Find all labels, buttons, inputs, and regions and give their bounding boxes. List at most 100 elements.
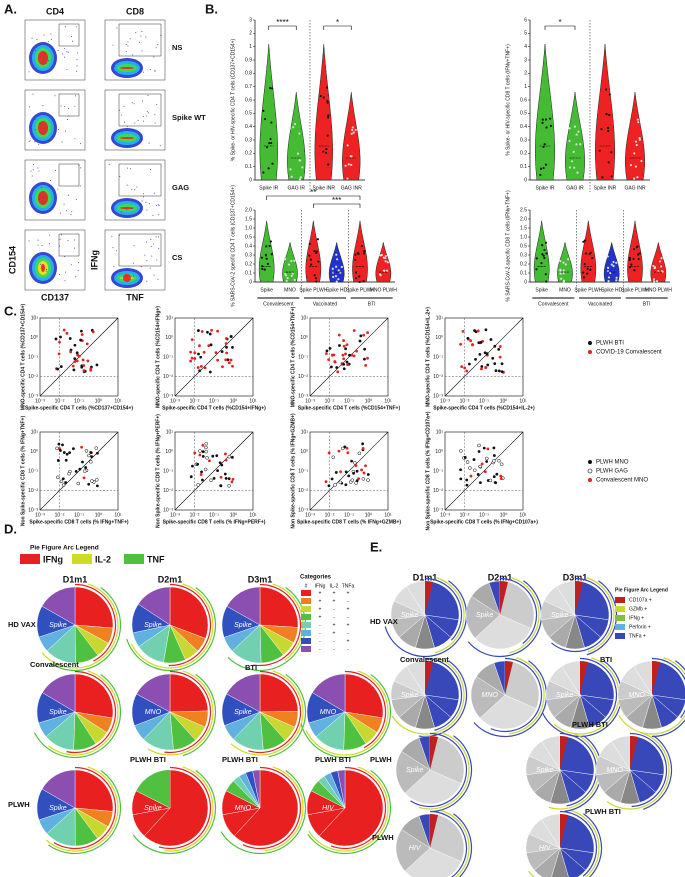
density <box>38 51 48 65</box>
event <box>142 120 144 122</box>
dot <box>610 263 613 266</box>
event <box>64 47 66 49</box>
label: 10¹ <box>436 429 444 435</box>
dot <box>351 126 354 129</box>
pie-arc <box>499 577 538 644</box>
label: 10⁻² <box>460 512 470 518</box>
event <box>31 37 33 39</box>
pie-slice <box>318 769 384 847</box>
dot <box>336 258 339 261</box>
point <box>80 329 83 333</box>
point <box>459 468 463 472</box>
point <box>215 454 219 458</box>
pie-arc <box>242 766 302 850</box>
dot <box>290 274 293 277</box>
point <box>224 337 228 340</box>
label: * <box>336 18 339 27</box>
dot <box>584 252 588 255</box>
event <box>148 142 150 144</box>
event <box>148 203 150 205</box>
label: Spike PLWH <box>574 287 602 293</box>
dot <box>360 244 364 248</box>
label: Non Spike-specific CD8 T cells (% IFNg+G… <box>290 413 296 529</box>
dot <box>562 261 565 264</box>
label: Perforin + <box>629 624 651 630</box>
event <box>50 38 52 40</box>
pie-slice <box>556 580 576 616</box>
point <box>363 347 367 351</box>
dot <box>610 175 613 178</box>
label: HIV <box>322 805 335 812</box>
event <box>134 122 136 124</box>
label: 10⁰ <box>300 335 308 341</box>
event <box>64 256 66 258</box>
pie-slice <box>137 586 171 626</box>
dot <box>541 253 544 256</box>
dot <box>260 256 264 259</box>
label: 2.0 <box>520 216 527 222</box>
point <box>484 366 488 369</box>
event <box>115 250 117 252</box>
dot <box>289 168 292 171</box>
point <box>62 328 66 332</box>
label: 10⁻² <box>433 488 443 494</box>
label: 10⁻³ <box>433 393 443 399</box>
label: % Spike- or HIV-specific CD8 T cells (IF… <box>505 44 511 156</box>
point <box>473 329 476 332</box>
point <box>203 467 208 472</box>
event <box>36 211 38 213</box>
label: Convalescent MNO <box>596 478 648 484</box>
event <box>50 33 52 35</box>
point <box>489 338 493 341</box>
point <box>334 471 338 474</box>
label: 10¹ <box>384 512 392 518</box>
point <box>208 370 212 374</box>
label: CD154 <box>7 246 17 274</box>
gate <box>118 233 162 267</box>
point <box>75 359 79 363</box>
label: 10⁻² <box>325 398 335 404</box>
point <box>96 451 99 455</box>
label: MNO <box>559 287 571 293</box>
point <box>59 365 63 368</box>
category-swatch <box>301 598 311 604</box>
point <box>209 343 213 347</box>
point <box>85 342 89 346</box>
event <box>132 262 134 264</box>
point <box>362 471 366 475</box>
event <box>152 214 154 216</box>
pie-slice <box>312 673 346 713</box>
violin <box>259 43 278 181</box>
event <box>153 274 155 276</box>
point <box>480 367 483 371</box>
point <box>335 366 339 369</box>
dot <box>562 279 566 282</box>
dot <box>265 245 268 248</box>
label: Spike INR <box>312 185 335 191</box>
label: 10⁻¹ <box>74 512 84 518</box>
dot <box>573 125 576 128</box>
label: 10⁻¹ <box>433 354 443 360</box>
pie-slice <box>493 660 506 696</box>
point <box>338 480 343 485</box>
label: BTI <box>245 663 257 672</box>
dot <box>600 128 603 131</box>
event <box>34 50 36 52</box>
pie-slice <box>551 847 569 877</box>
point <box>480 462 484 466</box>
label: 10¹ <box>436 315 444 321</box>
point <box>82 476 86 480</box>
label: HIV <box>539 845 552 852</box>
event <box>80 167 82 169</box>
dot <box>541 244 544 247</box>
point <box>198 369 202 373</box>
dot <box>268 142 271 145</box>
point <box>350 353 354 357</box>
event <box>29 106 31 108</box>
point <box>190 338 194 342</box>
dot <box>545 280 548 283</box>
event <box>68 107 70 109</box>
point <box>468 362 471 366</box>
point <box>345 446 349 450</box>
